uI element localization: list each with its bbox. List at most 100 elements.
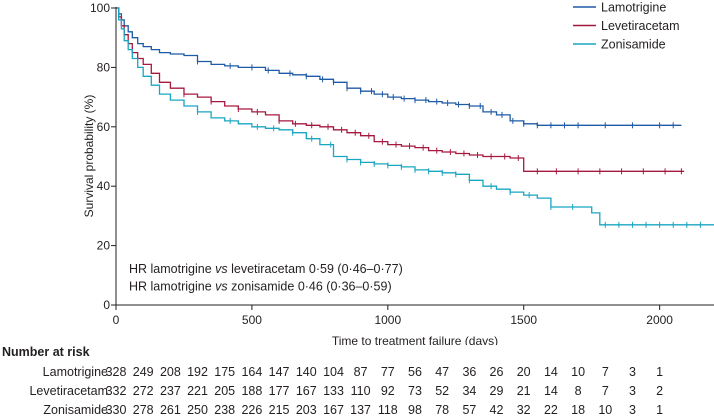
risk-table-title: Number at risk: [2, 345, 90, 359]
risk-cell: 167: [323, 403, 344, 417]
risk-cell: 56: [408, 365, 422, 379]
risk-row-label: Zonisamide: [43, 403, 108, 417]
risk-cell: 92: [380, 384, 395, 398]
hr-annotation-prefix: HR lamotrigine: [129, 280, 215, 294]
risk-cell: 221: [187, 384, 208, 398]
x-axis-ticks: 0 500 1000 1500 2000: [113, 305, 673, 327]
curve-levetiracetam: [116, 7, 685, 172]
x-tick-label: 1500: [510, 313, 537, 327]
hr-annotation: HR lamotrigine vs zonisamide 0·46 (0·36–…: [129, 280, 392, 294]
risk-cell: 208: [159, 365, 181, 379]
risk-cell: 34: [462, 384, 477, 398]
hr-annotation-vs: vs: [215, 262, 228, 276]
y-tick-label: 60: [97, 120, 111, 134]
risk-cell: 22: [543, 403, 558, 417]
risk-cell: 175: [214, 365, 236, 379]
risk-cell: 77: [380, 365, 395, 379]
risk-cell: 87: [353, 365, 368, 379]
risk-row-label: Levetiracetam: [29, 384, 108, 398]
risk-cell: 226: [241, 403, 263, 417]
risk-cell: 98: [408, 403, 422, 417]
curve-lamotrigine: [116, 7, 682, 126]
risk-cell: 237: [159, 384, 181, 398]
risk-cell: 1: [656, 365, 664, 379]
risk-cell: 78: [435, 403, 450, 417]
x-tick-label: 500: [242, 313, 262, 327]
hr-annotation-prefix: HR lamotrigine: [129, 262, 215, 276]
risk-cell: 137: [350, 403, 372, 417]
risk-cell: 1: [656, 403, 664, 417]
risk-row-label: Lamotrigine: [42, 365, 108, 379]
risk-cell: 249: [132, 365, 154, 379]
risk-cell: 330: [105, 403, 127, 417]
y-tick-label: 80: [97, 60, 111, 74]
risk-cell: 278: [132, 403, 154, 417]
risk-cell: 10: [598, 403, 613, 417]
x-tick-label: 1000: [374, 313, 401, 327]
km-chart: 0 20 40 60 80 100 0 500 1000 1500 2000 Survival p…: [82, 1, 714, 345]
y-tick-label: 0: [103, 298, 110, 312]
legend: Lamotrigine Levetiracetam Zonisamide: [573, 1, 680, 52]
risk-cell: 238: [214, 403, 236, 417]
risk-cell: 29: [489, 384, 504, 398]
risk-cell: 133: [323, 384, 344, 398]
risk-cell: 57: [462, 403, 477, 417]
risk-cell: 205: [214, 384, 236, 398]
risk-cell: 3: [629, 403, 636, 417]
y-tick-label: 40: [97, 179, 111, 193]
risk-cell: 140: [295, 365, 317, 379]
legend-label-levetiracetam: Levetiracetam: [601, 19, 680, 33]
legend-label-lamotrigine: Lamotrigine: [601, 1, 666, 15]
risk-cell: 177: [268, 384, 290, 398]
risk-cell: 104: [323, 365, 344, 379]
hr-annotation-suffix: zonisamide 0·46 (0·36–0·59): [228, 280, 392, 294]
risk-cell: 32: [516, 403, 531, 417]
risk-row-levetiracetam: Levetiracetam 332 272 237 221 205 188 177 167 133…: [0, 384, 714, 400]
y-tick-label: 100: [90, 1, 110, 15]
y-tick-label: 20: [97, 239, 111, 253]
risk-cell: 14: [543, 365, 558, 379]
risk-cell: 73: [408, 384, 422, 398]
risk-cell: 8: [574, 384, 582, 398]
risk-cell: 261: [159, 403, 181, 417]
risk-cell: 192: [187, 365, 208, 379]
risk-cell: 26: [489, 365, 504, 379]
risk-cell: 21: [516, 384, 531, 398]
risk-cell: 2: [656, 384, 664, 398]
hr-annotation-suffix: levetiracetam 0·59 (0·46–0·77): [228, 262, 403, 276]
risk-cell: 20: [516, 365, 531, 379]
risk-cell: 52: [435, 384, 450, 398]
risk-cell: 164: [241, 365, 263, 379]
risk-cell: 203: [295, 403, 317, 417]
risk-cell: 7: [601, 365, 609, 379]
risk-cell: 272: [132, 384, 154, 398]
risk-cell: 215: [268, 403, 290, 417]
hr-annotation-vs: vs: [215, 280, 228, 294]
hazard-ratio-annotations: HR lamotrigine vs levetiracetam 0·59 (0·…: [129, 262, 403, 294]
risk-cell: 7: [601, 384, 609, 398]
risk-cell: 3: [629, 365, 636, 379]
risk-cell: 118: [377, 403, 398, 417]
y-axis-title: Survival probability (%): [82, 95, 96, 218]
survival-curves: [116, 7, 714, 228]
risk-cell: 147: [268, 365, 290, 379]
risk-cell: 250: [187, 403, 208, 417]
risk-cell: 167: [295, 384, 317, 398]
x-tick-label: 0: [113, 313, 120, 327]
risk-cell: 14: [543, 384, 558, 398]
risk-cell: 328: [105, 365, 127, 379]
risk-cell: 47: [435, 365, 450, 379]
risk-row-lamotrigine: Lamotrigine 328 249 208 192 175 164 147 140 104 87…: [0, 365, 714, 381]
legend-label-zonisamide: Zonisamide: [601, 38, 666, 52]
risk-row-zonisamide: Zonisamide 330 278 261 250 238 226 215 203 167 137…: [0, 403, 714, 419]
risk-cell: 332: [105, 384, 127, 398]
risk-cell: 188: [241, 384, 263, 398]
x-axis-title: Time to treatment failure (days): [332, 334, 498, 345]
x-tick-label: 2000: [646, 313, 673, 327]
risk-cell: 42: [489, 403, 504, 417]
y-axis-ticks: 0 20 40 60 80 100: [90, 1, 116, 312]
risk-cell: 36: [462, 365, 477, 379]
hr-annotation: HR lamotrigine vs levetiracetam 0·59 (0·…: [129, 262, 403, 276]
risk-cell: 3: [629, 384, 636, 398]
risk-cell: 10: [571, 365, 586, 379]
